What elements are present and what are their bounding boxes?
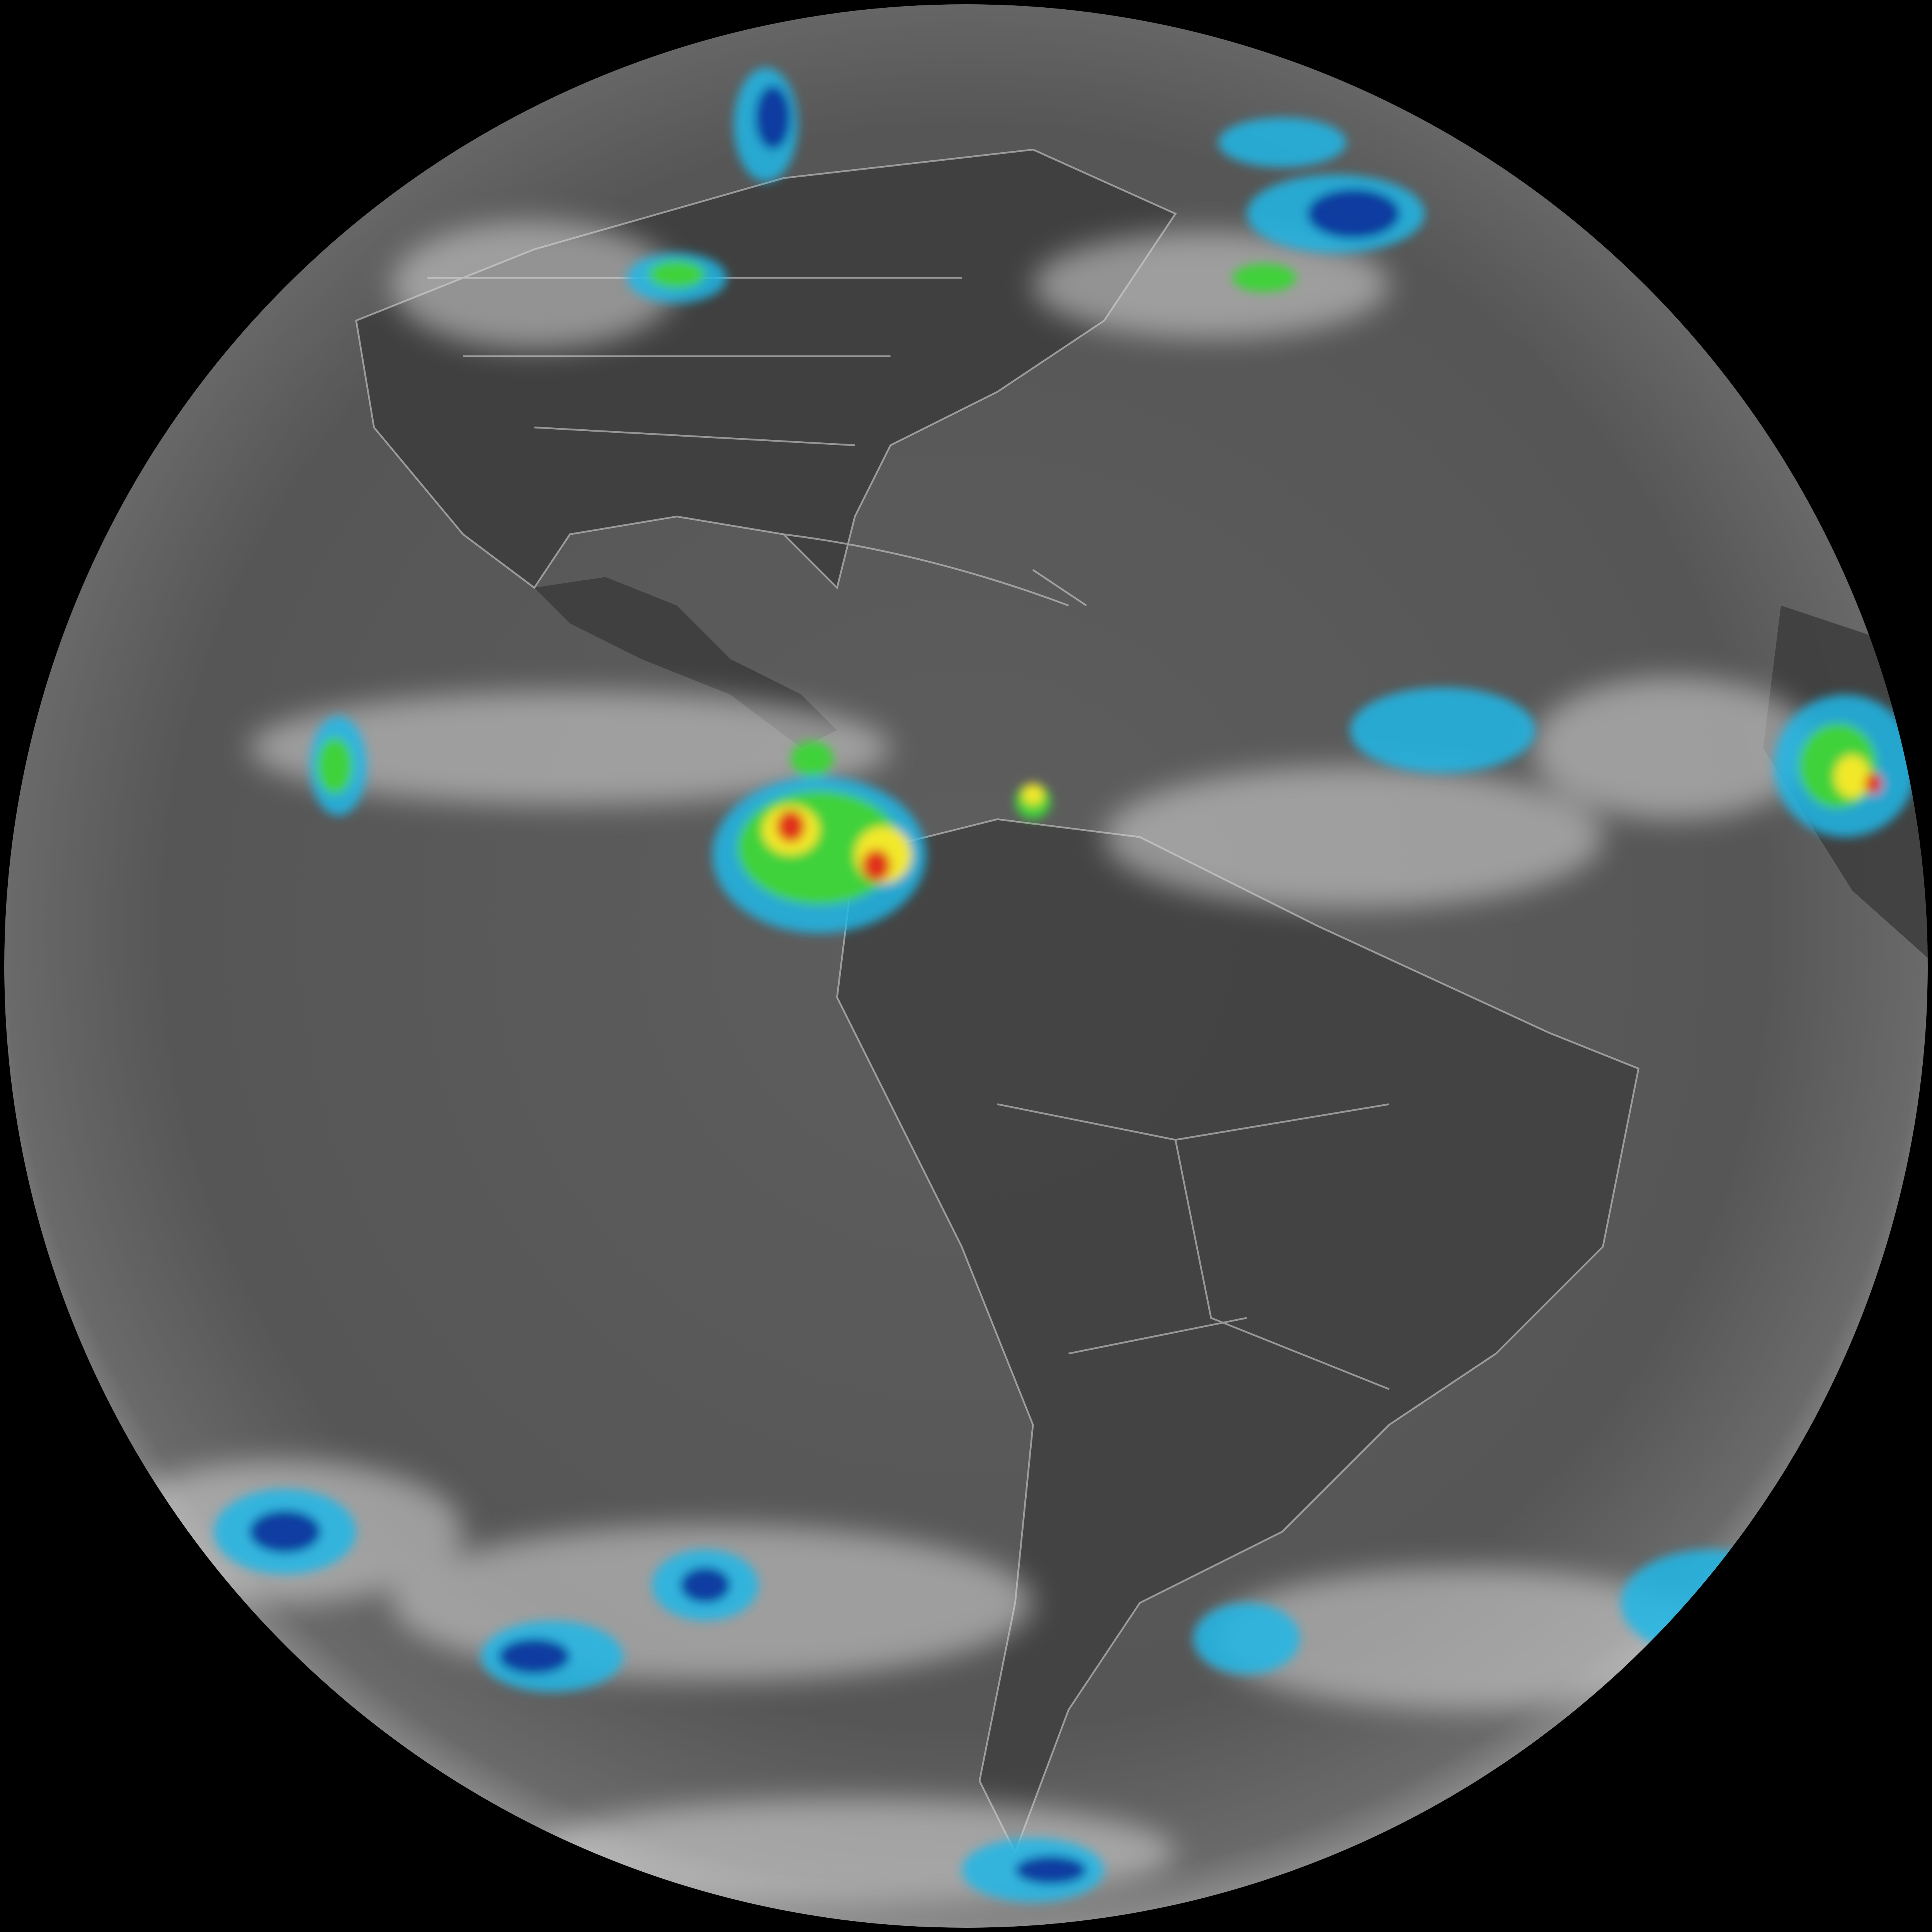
south-america xyxy=(837,819,1639,1852)
cold-cloud-tops xyxy=(214,68,1917,1902)
clouds xyxy=(107,221,1817,1906)
